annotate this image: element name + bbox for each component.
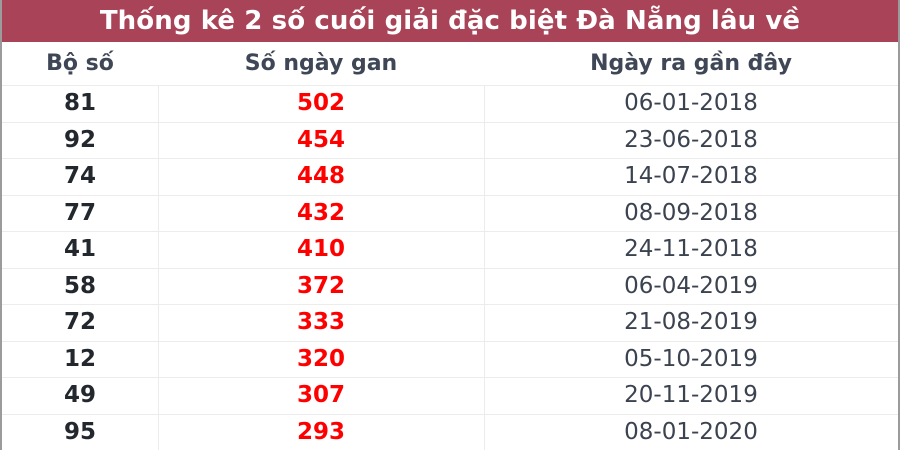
table-row[interactable]: 58 372 06-04-2019 <box>2 269 898 305</box>
cell-bo-so: 72 <box>63 309 96 336</box>
cell-so-ngay-gan: 410 <box>296 236 345 263</box>
cell-bo-so: 49 <box>63 382 96 409</box>
cell-bo-so: 12 <box>63 345 96 372</box>
cell-bo-so: 41 <box>63 236 96 263</box>
cell-bo-so: 58 <box>63 272 96 299</box>
column-header-bo-so: Bộ số <box>46 50 114 76</box>
cell-ngay-ra-gan-day: 21-08-2019 <box>624 309 758 336</box>
cell-ngay-ra-gan-day: 14-07-2018 <box>624 163 758 190</box>
cell-so-ngay-gan: 454 <box>296 126 345 153</box>
cell-bo-so: 74 <box>63 163 96 190</box>
cell-so-ngay-gan: 432 <box>296 199 345 226</box>
cell-so-ngay-gan: 448 <box>296 163 345 190</box>
table-body: 81 502 06-01-2018 92 454 23-06-2018 74 4… <box>2 85 898 450</box>
cell-so-ngay-gan: 320 <box>296 345 345 372</box>
table-row[interactable]: 41 410 24-11-2018 <box>2 232 898 269</box>
cell-bo-so: 77 <box>63 199 96 226</box>
cell-ngay-ra-gan-day: 08-09-2018 <box>624 199 758 226</box>
cell-ngay-ra-gan-day: 23-06-2018 <box>624 126 758 153</box>
table-row[interactable]: 72 333 21-08-2019 <box>2 305 898 342</box>
table-row[interactable]: 74 448 14-07-2018 <box>2 159 898 196</box>
table-row[interactable]: 92 454 23-06-2018 <box>2 123 898 159</box>
cell-so-ngay-gan: 502 <box>296 90 345 117</box>
column-header-so-ngay-gan: Số ngày gan <box>244 50 398 76</box>
cell-bo-so: 95 <box>63 418 96 445</box>
cell-so-ngay-gan: 333 <box>296 309 345 336</box>
cell-so-ngay-gan: 293 <box>296 418 345 445</box>
cell-ngay-ra-gan-day: 05-10-2019 <box>624 345 758 372</box>
table-title-bar: Thống kê 2 số cuối giải đặc biệt Đà Nẵng… <box>2 0 898 42</box>
page-title: Thống kê 2 số cuối giải đặc biệt Đà Nẵng… <box>99 6 801 36</box>
table-row[interactable]: 77 432 08-09-2018 <box>2 196 898 232</box>
table-row[interactable]: 95 293 08-01-2020 <box>2 415 898 450</box>
cell-bo-so: 92 <box>63 126 96 153</box>
cell-ngay-ra-gan-day: 20-11-2019 <box>624 382 758 409</box>
cell-ngay-ra-gan-day: 24-11-2018 <box>624 236 758 263</box>
cell-ngay-ra-gan-day: 06-01-2018 <box>624 90 758 117</box>
table-row[interactable]: 49 307 20-11-2019 <box>2 378 898 415</box>
table-row[interactable]: 81 502 06-01-2018 <box>2 86 898 123</box>
cell-ngay-ra-gan-day: 08-01-2020 <box>624 418 758 445</box>
cell-bo-so: 81 <box>63 90 96 117</box>
cell-so-ngay-gan: 372 <box>296 272 345 299</box>
table-column-header-row: Bộ số Số ngày gan Ngày ra gần đây <box>2 42 898 85</box>
column-header-ngay-ra-gan-day: Ngày ra gần đây <box>590 50 792 76</box>
table-row[interactable]: 12 320 05-10-2019 <box>2 342 898 378</box>
cell-so-ngay-gan: 307 <box>296 382 345 409</box>
cell-ngay-ra-gan-day: 06-04-2019 <box>624 272 758 299</box>
